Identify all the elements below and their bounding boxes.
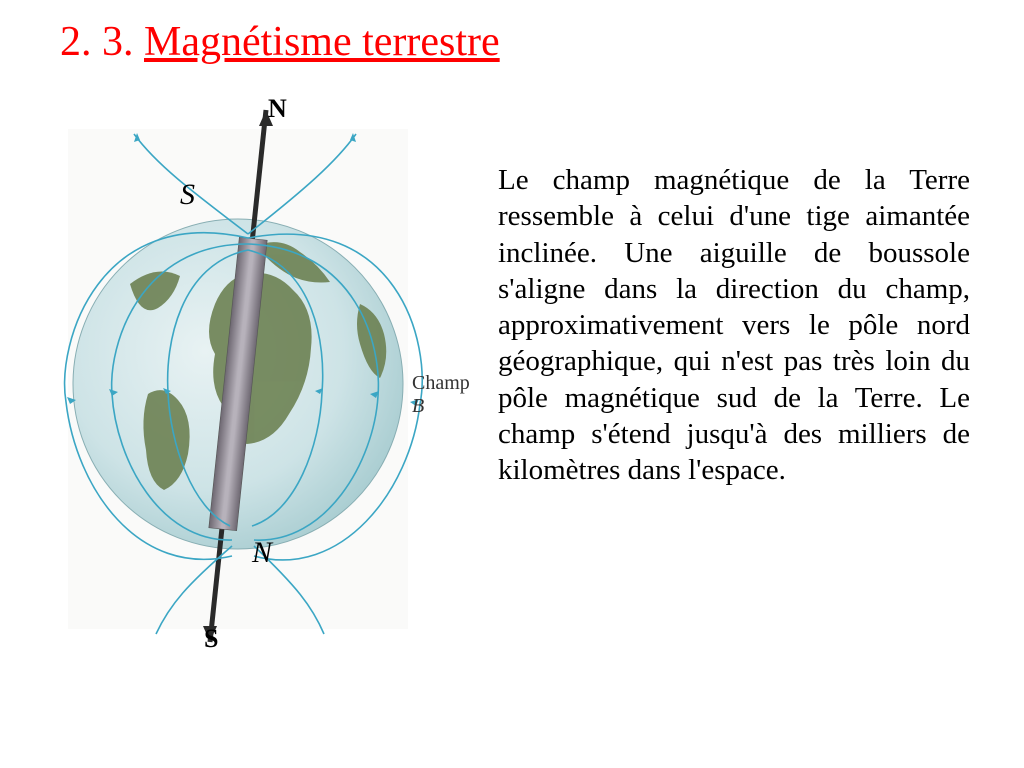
geographic-south-label: S bbox=[204, 624, 218, 654]
champ-variable: B bbox=[412, 395, 424, 417]
title-prefix: 2. 3. bbox=[60, 19, 144, 65]
figure-column: N S S N Champ B bbox=[60, 94, 480, 654]
slide-container: 2. 3. Magnétisme terrestre bbox=[0, 0, 1024, 768]
content-row: N S S N Champ B Le champ magnétique de l… bbox=[60, 94, 974, 654]
title-main: Magnétisme terrestre bbox=[144, 19, 500, 65]
earth-magnetism-figure: N S S N Champ B bbox=[60, 94, 480, 654]
magnetic-north-label: N bbox=[252, 536, 272, 570]
champ-text: Champ bbox=[412, 372, 470, 394]
field-b-label: Champ B bbox=[412, 372, 480, 418]
magnetic-south-label: S bbox=[180, 178, 195, 212]
body-paragraph: Le champ magnétique de la Terre ressembl… bbox=[498, 162, 974, 488]
slide-title: 2. 3. Magnétisme terrestre bbox=[60, 18, 974, 66]
geographic-north-label: N bbox=[268, 94, 287, 124]
